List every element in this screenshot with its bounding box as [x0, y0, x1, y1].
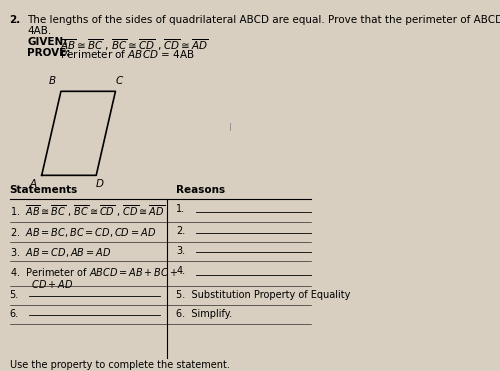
- Text: C: C: [116, 76, 123, 86]
- Text: GIVEN:: GIVEN:: [28, 37, 68, 47]
- Text: Perimeter of $ABCD$ = 4AB: Perimeter of $ABCD$ = 4AB: [57, 48, 195, 60]
- Text: Statements: Statements: [10, 185, 78, 195]
- Text: 2.: 2.: [10, 15, 21, 25]
- Text: B: B: [48, 76, 56, 86]
- Text: PROVE:: PROVE:: [28, 48, 70, 58]
- Text: 1.  $\overline{AB} \cong \overline{BC}$ , $\overline{BC} \cong \overline{CD}$ , : 1. $\overline{AB} \cong \overline{BC}$ ,…: [10, 204, 165, 220]
- Text: 4.  Perimeter of $ABCD = AB + BC +$: 4. Perimeter of $ABCD = AB + BC +$: [10, 266, 178, 278]
- Text: 5.: 5.: [10, 290, 19, 300]
- Text: $\overline{AB} \cong \overline{BC}$ , $\overline{BC} \cong \overline{CD}$ , $\ov: $\overline{AB} \cong \overline{BC}$ , $\…: [57, 37, 209, 53]
- Text: Reasons: Reasons: [176, 185, 226, 195]
- Text: 2.  $AB = BC, BC = CD, CD = AD$: 2. $AB = BC, BC = CD, CD = AD$: [10, 226, 156, 239]
- Text: I: I: [230, 123, 232, 133]
- Text: 4.: 4.: [176, 266, 186, 276]
- Text: 1.: 1.: [176, 204, 186, 214]
- Text: 3.  $AB = CD, AB = AD$: 3. $AB = CD, AB = AD$: [10, 246, 111, 259]
- Text: A: A: [29, 180, 36, 190]
- Text: 5.  Substitution Property of Equality: 5. Substitution Property of Equality: [176, 290, 351, 300]
- Text: 4AB.: 4AB.: [28, 26, 52, 36]
- Text: The lengths of the sides of quadrilateral ABCD are equal. Prove that the perimet: The lengths of the sides of quadrilatera…: [28, 15, 500, 25]
- Text: D: D: [96, 180, 104, 190]
- Text: $CD + AD$: $CD + AD$: [10, 278, 74, 290]
- Text: 2.: 2.: [176, 226, 186, 236]
- Text: Use the property to complete the statement.: Use the property to complete the stateme…: [10, 360, 230, 370]
- Text: 6.  Simplify.: 6. Simplify.: [176, 309, 233, 319]
- Text: 3.: 3.: [176, 246, 186, 256]
- Text: 6.: 6.: [10, 309, 18, 319]
